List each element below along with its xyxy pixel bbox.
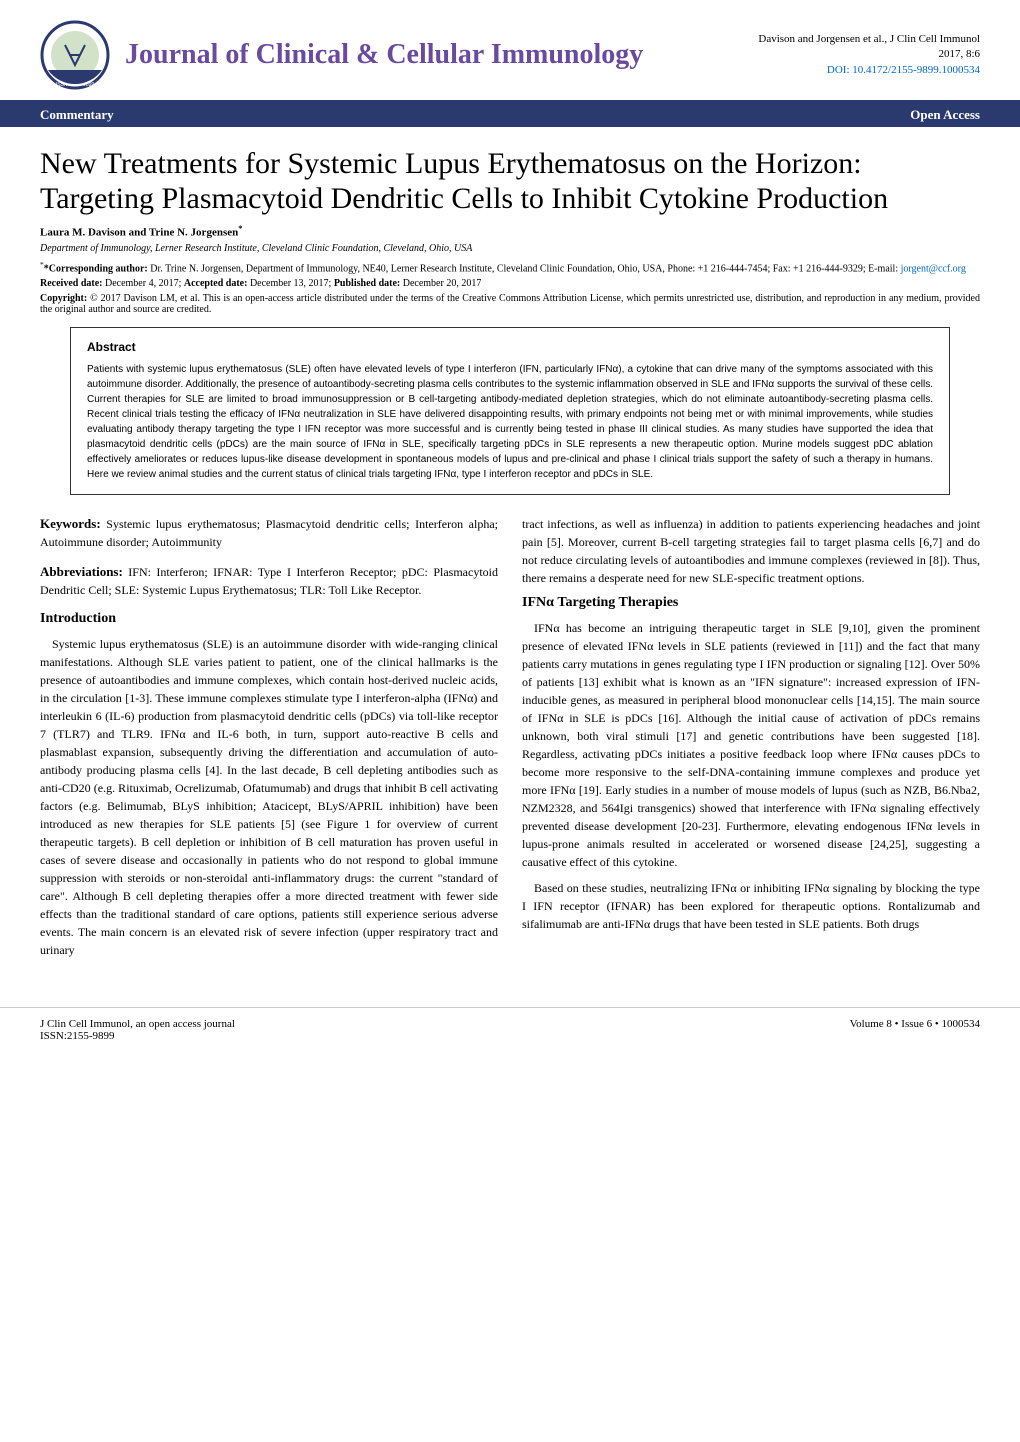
article-title: New Treatments for Systemic Lupus Erythe… xyxy=(40,147,980,216)
citation-authors: Davison and Jorgensen et al., J Clin Cel… xyxy=(758,32,980,47)
journal-block: ISSN: 2155-9899 Journal of Clinical & Ce… xyxy=(40,20,643,90)
corresponding-label: *Corresponding author: xyxy=(44,263,148,274)
left-column: Keywords: Systemic lupus erythematosus; … xyxy=(40,515,498,967)
footer-journal: J Clin Cell Immunol, an open access jour… xyxy=(40,1018,235,1030)
received-label: Received date: xyxy=(40,278,102,289)
footer-left: J Clin Cell Immunol, an open access jour… xyxy=(40,1018,235,1042)
corresponding-email[interactable]: jorgent@ccf.org xyxy=(901,263,966,274)
published-label: Published date: xyxy=(334,278,400,289)
citation-block: Davison and Jorgensen et al., J Clin Cel… xyxy=(758,32,980,78)
footer-issn: ISSN:2155-9899 xyxy=(40,1030,235,1042)
abstract-text: Patients with systemic lupus erythematos… xyxy=(87,362,933,482)
corresponding-author: **Corresponding author: Dr. Trine N. Jor… xyxy=(40,260,980,274)
copyright-notice: Copyright: © 2017 Davison LM, et al. Thi… xyxy=(40,293,980,315)
abstract-heading: Abstract xyxy=(87,340,933,354)
keywords-label: Keywords: xyxy=(40,516,101,531)
abstract-box: Abstract Patients with systemic lupus er… xyxy=(70,327,950,495)
journal-title: Journal of Clinical & Cellular Immunolog… xyxy=(125,40,643,71)
published-date: December 20, 2017 xyxy=(400,278,481,289)
accepted-label: Accepted date: xyxy=(184,278,248,289)
introduction-p1-continued: tract infections, as well as influenza) … xyxy=(522,515,980,587)
keywords-text: Systemic lupus erythematosus; Plasmacyto… xyxy=(40,517,498,549)
journal-logo-icon: ISSN: 2155-9899 xyxy=(40,20,110,90)
article-type: Commentary xyxy=(40,107,114,123)
page-header: ISSN: 2155-9899 Journal of Clinical & Ce… xyxy=(0,0,1020,103)
article-type-banner: Commentary Open Access xyxy=(0,103,1020,127)
citation-year: 2017, 8:6 xyxy=(758,47,980,62)
author-names: Laura M. Davison and Trine N. Jorgensen xyxy=(40,227,238,239)
main-content: New Treatments for Systemic Lupus Erythe… xyxy=(0,127,1020,987)
ifna-p2: Based on these studies, neutralizing IFN… xyxy=(522,879,980,933)
ifna-heading: IFNα Targeting Therapies xyxy=(522,595,980,611)
open-access-label: Open Access xyxy=(910,107,980,123)
author-list: Laura M. Davison and Trine N. Jorgensen* xyxy=(40,224,980,239)
page-footer: J Clin Cell Immunol, an open access jour… xyxy=(0,1007,1020,1062)
article-dates: Received date: December 4, 2017; Accepte… xyxy=(40,278,980,289)
accepted-date: December 13, 2017; xyxy=(247,278,333,289)
introduction-p1: Systemic lupus erythematosus (SLE) is an… xyxy=(40,635,498,959)
header-flex: ISSN: 2155-9899 Journal of Clinical & Ce… xyxy=(40,20,980,90)
abbreviations-label: Abbreviations: xyxy=(40,564,123,579)
doi-link[interactable]: DOI: 10.4172/2155-9899.1000534 xyxy=(758,63,980,78)
corresponding-text: Dr. Trine N. Jorgensen, Department of Im… xyxy=(148,263,901,274)
two-column-layout: Keywords: Systemic lupus erythematosus; … xyxy=(40,515,980,967)
footer-volume: Volume 8 • Issue 6 • 1000534 xyxy=(850,1018,980,1042)
affiliation: Department of Immunology, Lerner Researc… xyxy=(40,243,980,254)
keywords-block: Keywords: Systemic lupus erythematosus; … xyxy=(40,515,498,551)
copyright-label: Copyright: xyxy=(40,293,87,304)
abbreviations-block: Abbreviations: IFN: Interferon; IFNAR: T… xyxy=(40,563,498,599)
right-column: tract infections, as well as influenza) … xyxy=(522,515,980,967)
copyright-text: © 2017 Davison LM, et al. This is an ope… xyxy=(40,293,980,315)
author-sup: * xyxy=(238,224,242,233)
introduction-heading: Introduction xyxy=(40,611,498,627)
received-date: December 4, 2017; xyxy=(102,278,183,289)
ifna-p1: IFNα has become an intriguing therapeuti… xyxy=(522,619,980,871)
